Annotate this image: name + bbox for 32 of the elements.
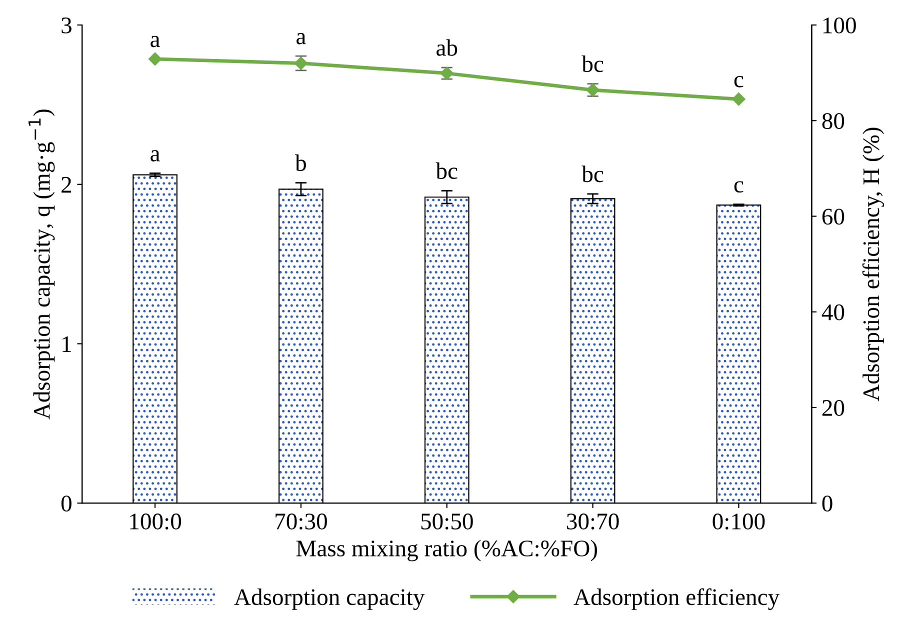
data-label: a xyxy=(150,36,160,48)
x-tick-label: 0:100 xyxy=(712,514,765,530)
y2-tick-label: 80 xyxy=(822,113,844,130)
data-label: bc xyxy=(582,55,604,72)
data-label: b xyxy=(295,154,306,172)
y-tick-label: 2 xyxy=(62,176,72,193)
x-tick-label: 30:70 xyxy=(567,514,619,530)
point xyxy=(732,92,746,106)
legend-label: Adsorption capacity xyxy=(234,588,425,610)
data-label: bc xyxy=(436,162,458,180)
x-tick-label: 50:50 xyxy=(421,514,473,530)
x-tick-label: 70:30 xyxy=(276,514,327,530)
y2-tick-label: 60 xyxy=(822,208,844,225)
data-label: a xyxy=(296,33,306,44)
point xyxy=(148,52,162,66)
y2-tick-label: 0 xyxy=(822,496,832,512)
y-tick-label: 1 xyxy=(62,336,71,352)
y2-tick-label: 40 xyxy=(822,304,844,320)
y2-tick-label: 100 xyxy=(823,17,856,34)
data-label: ab xyxy=(436,39,458,56)
data-label: a xyxy=(150,150,160,162)
y-tick-label: 3 xyxy=(62,18,72,34)
x-axis-title: Mass mixing ratio (%AC:%FO) xyxy=(296,540,598,562)
legend-label: Adsorption efficiency xyxy=(574,588,780,610)
y-axis-title: Adsorption capacity, q (mg·g$^{−1}$) xyxy=(28,110,55,420)
data-label: c xyxy=(734,76,744,88)
x-tick-label: 100:0 xyxy=(130,514,182,530)
y2-tick-label: 20 xyxy=(822,400,844,416)
data-label: c xyxy=(734,181,744,193)
y2-axis-title: Adsorption efficiency, H (%) xyxy=(862,128,884,402)
y-tick-label: 0 xyxy=(61,496,72,512)
data-label: bc xyxy=(582,166,604,182)
